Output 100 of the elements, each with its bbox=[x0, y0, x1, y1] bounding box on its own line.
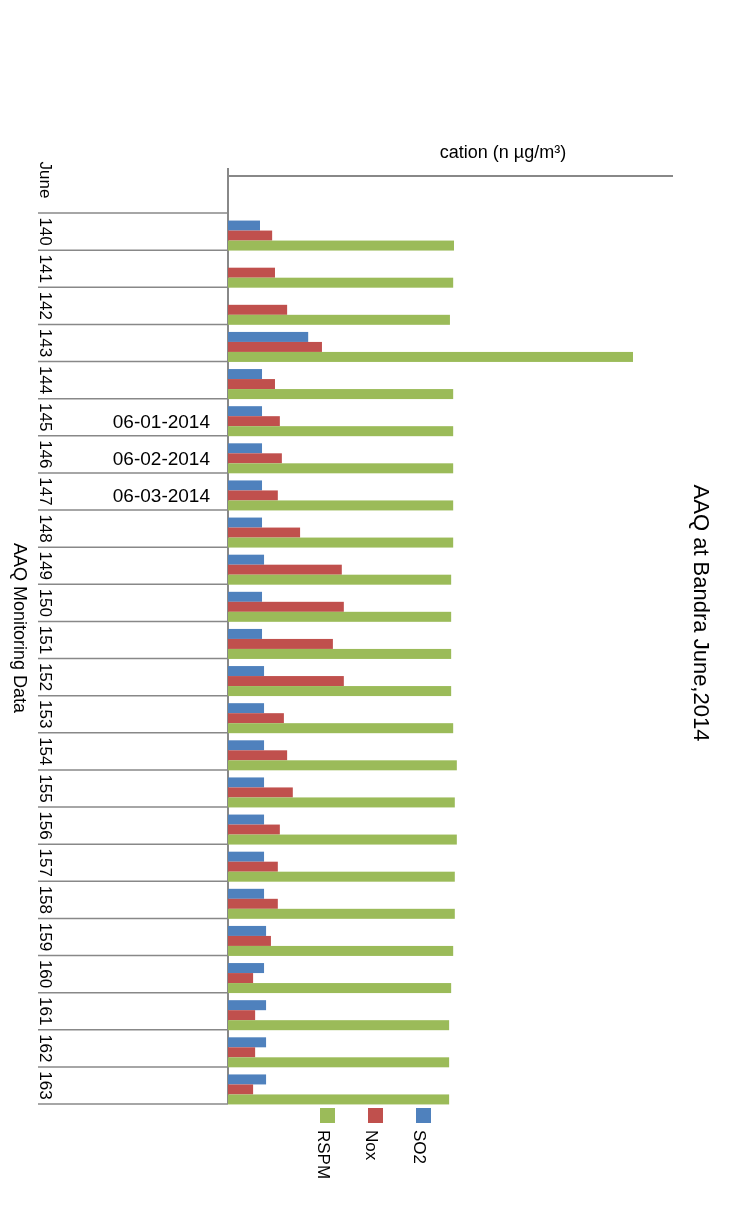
bar bbox=[228, 908, 455, 919]
bar bbox=[228, 601, 344, 612]
y-tick-label: 140 bbox=[36, 217, 55, 246]
y-tick-label: 141 bbox=[36, 254, 55, 283]
bar bbox=[228, 564, 342, 575]
bar bbox=[228, 591, 263, 602]
bar bbox=[228, 750, 288, 761]
legend-label: Nox bbox=[361, 1130, 381, 1161]
y-tick-label: 142 bbox=[36, 291, 55, 320]
bar bbox=[228, 1020, 450, 1031]
bar bbox=[228, 898, 278, 909]
y-tick-label: 148 bbox=[36, 514, 55, 543]
bar bbox=[228, 463, 454, 474]
bar bbox=[228, 240, 454, 251]
y-tick-label: 151 bbox=[36, 625, 55, 655]
bar bbox=[228, 351, 633, 362]
bar bbox=[228, 925, 267, 936]
y-tick-label: 154 bbox=[36, 737, 55, 766]
y-tick-label: 155 bbox=[36, 774, 55, 803]
bar bbox=[228, 277, 454, 288]
bar bbox=[228, 537, 454, 548]
y-tick-label: 150 bbox=[36, 588, 55, 617]
bar bbox=[228, 861, 278, 872]
y-tick-label: 160 bbox=[36, 959, 55, 989]
y-tick-label: 163 bbox=[36, 1071, 55, 1100]
bar bbox=[228, 1047, 256, 1058]
y-tick-label: 157 bbox=[36, 848, 55, 877]
bar bbox=[228, 834, 457, 845]
bar bbox=[228, 416, 280, 427]
bar bbox=[228, 480, 263, 491]
bar bbox=[228, 760, 457, 771]
bar bbox=[228, 787, 293, 798]
y-tick-label: 143 bbox=[36, 328, 55, 358]
bar bbox=[228, 703, 265, 714]
y-tick-label: 162 bbox=[36, 1034, 55, 1063]
bar bbox=[228, 1094, 450, 1105]
bar bbox=[228, 1000, 267, 1011]
text: 06-02-2014 bbox=[112, 448, 211, 469]
bar bbox=[228, 1010, 256, 1021]
bar bbox=[228, 935, 271, 946]
y-tick-label: 153 bbox=[36, 700, 55, 729]
bar bbox=[228, 723, 454, 734]
bar bbox=[228, 389, 454, 400]
bar bbox=[228, 1074, 267, 1085]
bar bbox=[228, 666, 265, 677]
text: 06-03-2014 bbox=[112, 485, 211, 506]
bar bbox=[228, 983, 452, 994]
bar bbox=[228, 1084, 254, 1095]
bar bbox=[228, 686, 452, 697]
bar bbox=[228, 574, 452, 585]
y-tick-label: 146 bbox=[36, 440, 55, 469]
bar bbox=[228, 453, 282, 464]
text: AAQ at Bandra June,2014 bbox=[689, 484, 714, 742]
bar bbox=[228, 1057, 450, 1068]
bar bbox=[228, 379, 275, 390]
y-tick-label: 147 bbox=[36, 477, 55, 506]
bar bbox=[228, 851, 265, 862]
bar bbox=[228, 814, 265, 825]
bar bbox=[228, 527, 301, 538]
bar bbox=[228, 777, 265, 788]
bar bbox=[228, 230, 273, 241]
bar bbox=[228, 611, 452, 622]
bar bbox=[228, 406, 263, 417]
x-axis-title: cation (n µg/m³) bbox=[439, 142, 567, 162]
bar bbox=[228, 963, 265, 974]
bar bbox=[228, 871, 455, 882]
bar bbox=[228, 517, 263, 528]
bar bbox=[228, 341, 322, 352]
bar bbox=[228, 676, 344, 687]
y-tick-label: 144 bbox=[36, 365, 55, 395]
text: June bbox=[36, 161, 55, 199]
bar bbox=[228, 331, 309, 342]
y-tick-label: 158 bbox=[36, 885, 55, 914]
bar bbox=[228, 824, 280, 835]
y-tick-label: 145 bbox=[36, 403, 55, 432]
y-tick-label: 161 bbox=[36, 997, 55, 1026]
bar bbox=[228, 490, 278, 501]
bar bbox=[228, 713, 284, 724]
bar bbox=[228, 554, 265, 565]
bar bbox=[228, 443, 263, 454]
bar bbox=[228, 426, 454, 437]
bar bbox=[228, 945, 454, 956]
bar bbox=[228, 638, 333, 649]
bar bbox=[228, 369, 263, 380]
bar bbox=[228, 648, 452, 659]
bar bbox=[228, 740, 265, 751]
y-tick-label: 159 bbox=[36, 922, 55, 952]
bar bbox=[228, 304, 288, 315]
bar bbox=[228, 973, 254, 984]
bar bbox=[228, 1037, 267, 1048]
y-tick-label: 149 bbox=[36, 551, 55, 580]
bar bbox=[228, 888, 265, 899]
bar bbox=[228, 220, 260, 231]
legend-label: SO2 bbox=[409, 1130, 429, 1165]
bar bbox=[228, 797, 455, 808]
legend-label: RSPM bbox=[313, 1130, 333, 1180]
bar bbox=[228, 500, 454, 511]
y-axis-title: AAQ Monitoring Data bbox=[10, 542, 30, 715]
y-tick-label: 152 bbox=[36, 662, 55, 692]
bar bbox=[228, 267, 275, 278]
